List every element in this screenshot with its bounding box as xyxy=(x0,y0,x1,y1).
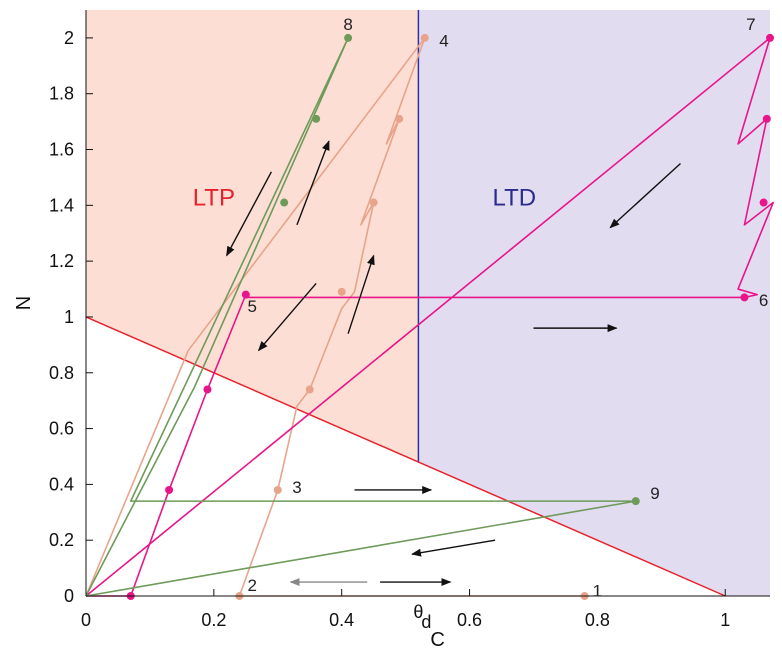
region-label-ltp: LTP xyxy=(193,184,235,211)
series-line-3 xyxy=(85,37,637,597)
direction-arrow-4 xyxy=(347,254,375,334)
point-label-5: 5 xyxy=(247,297,256,316)
series-line-1 xyxy=(85,37,585,597)
point-label-1: 1 xyxy=(593,581,602,600)
x-tick-label: 1 xyxy=(720,610,730,630)
direction-arrow-1 xyxy=(226,171,273,257)
series-1-point-4 xyxy=(305,385,314,394)
x-tick-label: 0 xyxy=(81,610,91,630)
direction-arrow-5 xyxy=(609,162,681,229)
y-tick-label: 0.2 xyxy=(49,530,74,550)
y-tick-label: 0.8 xyxy=(49,363,74,383)
point-label-3: 3 xyxy=(292,478,301,497)
ltp-region xyxy=(86,10,419,463)
x-tick-label: 0.8 xyxy=(585,610,610,630)
boundary-line xyxy=(85,316,726,597)
x-axis-label: C xyxy=(430,629,444,651)
series-3-point-1 xyxy=(631,497,640,506)
y-tick-label: 0.6 xyxy=(49,419,74,439)
series-2-point-2 xyxy=(762,114,771,123)
theta-d-label: θ xyxy=(413,602,423,622)
series-1-point-8 xyxy=(420,33,429,42)
region-label-ltd: LTD xyxy=(493,184,537,211)
series-1-point-3 xyxy=(273,485,282,494)
y-tick-label: 1 xyxy=(64,307,74,327)
arrows-layer xyxy=(226,140,681,587)
series-3-point-4 xyxy=(280,198,289,207)
y-tick-label: 2 xyxy=(64,28,74,48)
y-axis-label: N xyxy=(13,296,35,310)
series-2-point-3 xyxy=(759,198,768,207)
direction-arrow-2 xyxy=(296,140,330,226)
point-label-8: 8 xyxy=(343,15,352,34)
y-tick-label: 1.8 xyxy=(49,84,74,104)
series-1-point-7 xyxy=(395,114,404,123)
series-1-point-5 xyxy=(337,287,346,296)
theta-d-subscript: d xyxy=(421,612,431,632)
series-2-point-6 xyxy=(203,385,212,394)
point-label-7: 7 xyxy=(746,15,755,34)
point-label-9: 9 xyxy=(650,484,659,503)
series-3-point-2 xyxy=(344,33,353,42)
series-2-point-1 xyxy=(766,33,774,42)
direction-arrow-3 xyxy=(257,283,317,352)
y-tick-label: 1.2 xyxy=(49,251,74,271)
ltd-region xyxy=(418,10,770,596)
y-tick-label: 1.6 xyxy=(49,140,74,160)
series-2-point-7 xyxy=(165,485,174,494)
series-1-point-6 xyxy=(369,198,378,207)
y-tick-label: 0.4 xyxy=(49,474,74,494)
series-3-point-3 xyxy=(312,114,321,123)
series-2-point-5 xyxy=(241,290,250,299)
point-label-6: 6 xyxy=(759,291,768,310)
series-2-point-4 xyxy=(740,293,749,302)
x-tick-label: 0.4 xyxy=(329,610,354,630)
x-tick-label: 0.2 xyxy=(201,610,226,630)
x-tick-label: 0.6 xyxy=(457,610,482,630)
regions-layer xyxy=(85,10,770,597)
labels-layer: LTP LTD 1 2 3 4 5 6 7 8 9 xyxy=(193,15,769,600)
y-tick-label: 1.4 xyxy=(49,195,74,215)
point-label-4: 4 xyxy=(439,32,448,51)
lines-layer xyxy=(85,33,774,600)
direction-arrow-8 xyxy=(411,539,496,557)
axes-layer: 0 0.2 0.4 0.6 0.8 1 0 0.2 0.4 0.6 0.8 1 1.2 1.4 1.6 1.8… xyxy=(13,10,770,651)
point-label-2: 2 xyxy=(247,576,256,595)
series-line-2 xyxy=(85,37,774,597)
y-tick-label: 0 xyxy=(64,586,74,606)
